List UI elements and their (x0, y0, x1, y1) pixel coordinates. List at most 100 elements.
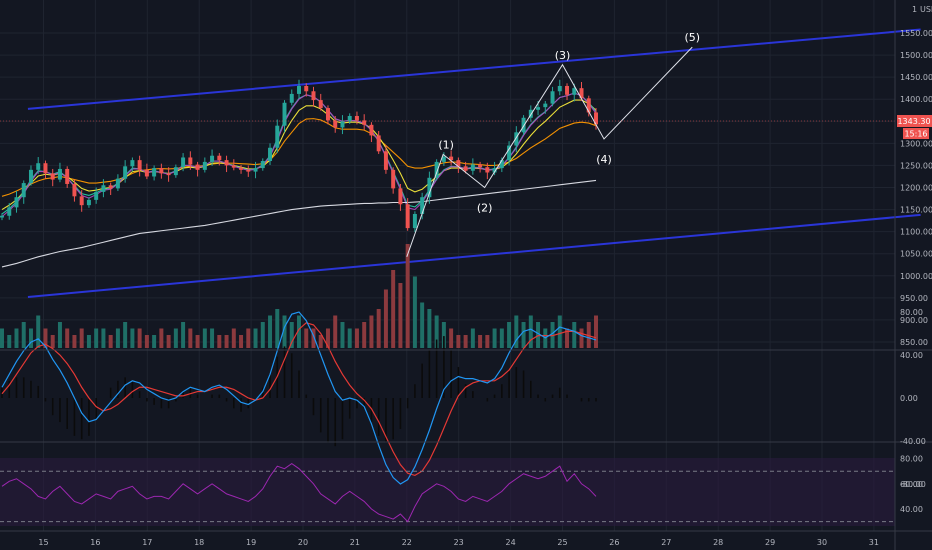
candle-body (499, 160, 504, 169)
countdown-badge (903, 128, 929, 139)
candle-body (86, 199, 91, 206)
time-tick-label: 19 (246, 538, 256, 547)
volume-bar (579, 328, 584, 348)
candle-body (369, 124, 374, 136)
volume-bar (94, 328, 99, 348)
candle-body (202, 161, 207, 170)
volume-bar (181, 322, 186, 348)
candle-body (210, 155, 215, 162)
volume-bar (499, 328, 504, 348)
volume-bar (383, 289, 388, 348)
wave-label: (3) (555, 49, 571, 62)
volume-bar (325, 328, 330, 348)
volume-bar (260, 322, 265, 348)
volume-bar (347, 328, 352, 348)
candle-body (65, 168, 70, 184)
volume-bar (485, 335, 490, 348)
volume-bar (369, 315, 374, 348)
candle-body (565, 85, 570, 95)
volume-bar (565, 328, 570, 348)
time-tick-label: 28 (713, 538, 723, 547)
volume-bar (224, 335, 229, 348)
candle-body (246, 169, 251, 172)
time-tick-label: 23 (454, 538, 464, 547)
candle-body (586, 98, 591, 113)
volume-bar (304, 328, 309, 348)
volume-bar (318, 335, 323, 348)
price-axis[interactable]: 850.00 900.00 950.00 1000.00 1050.00 1100.00 1… (900, 29, 932, 347)
volume-bar (0, 328, 4, 348)
candle-body (521, 117, 526, 133)
volume-bar (297, 315, 301, 348)
wave-label: (5) (684, 31, 700, 44)
candle-body (485, 167, 490, 173)
volume-bar (427, 309, 432, 348)
price-tick-label: 900.00 (900, 316, 928, 325)
volume-bar (557, 315, 562, 348)
last-price-value: 1343.30 (897, 117, 930, 126)
candle-body (217, 155, 222, 161)
time-axis[interactable]: 15 16 17 18 19 20 21 22 23 24 25 26 27 28 29 30 31 (38, 538, 879, 547)
volume-bar (210, 328, 215, 348)
volume-bar (594, 315, 598, 348)
candle-body (304, 85, 309, 92)
volume-bar (239, 335, 244, 348)
candle-body (50, 173, 55, 180)
candle-body (152, 168, 157, 177)
volume-bar (456, 335, 461, 348)
candle-body (550, 91, 555, 104)
volume-bar (412, 276, 417, 348)
candle-body (130, 160, 135, 167)
elliott-wave-drawing: (1) (2) (3) (4) (5) (406, 31, 700, 257)
candle-body (79, 196, 84, 206)
price-tick-label: 850.00 (900, 338, 928, 347)
candle-body (557, 85, 562, 92)
rsi-axis[interactable]: 80.00 60.00 40.00 (900, 455, 923, 514)
macd-axis[interactable]: 80.00 40.00 0.00 -40.00 -80.00 (900, 308, 926, 489)
candle-body (224, 160, 229, 166)
channel-lower-line (27, 213, 921, 298)
volume-bar (50, 335, 55, 348)
candle-body (289, 93, 294, 103)
volume-bar (362, 322, 367, 348)
candle-body (391, 169, 396, 189)
candle-body (123, 166, 128, 179)
volume-bar (86, 335, 91, 348)
candle-body (253, 168, 258, 172)
price-tick-label: 1400.00 (900, 95, 932, 104)
macd-signal-line (1, 322, 597, 477)
macd-tick-label: 80.00 (900, 308, 923, 317)
price-tick-label: 1050.00 (900, 250, 932, 259)
time-tick-label: 18 (194, 538, 204, 547)
volume-bar (572, 322, 577, 348)
candle-body (354, 115, 359, 121)
time-tick-label: 22 (402, 538, 412, 547)
price-tick-label: 1200.00 (900, 184, 932, 193)
volume-bar (188, 328, 193, 348)
macd-tick-label: 0.00 (900, 394, 918, 403)
volume-bar (195, 335, 200, 348)
volume-bar (173, 328, 178, 348)
volume-bar (528, 315, 533, 348)
volume-bar (550, 322, 555, 348)
candle-body (239, 167, 244, 170)
rsi-band-fill (0, 458, 895, 526)
volume-bar (333, 315, 338, 348)
volume-bar (79, 328, 84, 348)
candle-body (514, 132, 519, 146)
candle-body (325, 108, 330, 121)
price-tick-label: 950.00 (900, 294, 928, 303)
candlesticks (0, 79, 598, 233)
time-tick-label: 29 (765, 538, 775, 547)
candle-body (275, 125, 280, 148)
candle-body (188, 157, 193, 165)
macd-tick-label: -40.00 (900, 437, 926, 446)
candle-body (318, 100, 323, 109)
price-channel (27, 28, 921, 298)
macd-tick-label: 40.00 (900, 351, 923, 360)
candle-body (412, 213, 417, 229)
candle-body (0, 215, 4, 218)
candle-body (43, 163, 48, 174)
candle-body (434, 161, 439, 178)
